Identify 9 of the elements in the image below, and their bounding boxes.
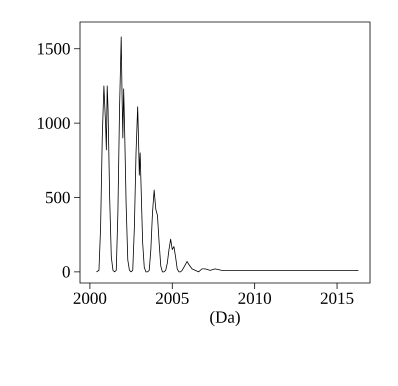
x-axis-title: (Da) (210, 310, 240, 326)
x-tick-label: 2000 (74, 292, 106, 304)
y-tick-label: 500 (46, 192, 70, 204)
x-tick-label: 2005 (156, 292, 189, 304)
x-tick-label: 2010 (238, 292, 272, 304)
x-tick-label: 2015 (320, 292, 354, 304)
y-tick-label: 0 (62, 266, 70, 278)
y-tick-label: 1000 (38, 117, 70, 129)
y-tick-label: 1500 (38, 43, 70, 55)
